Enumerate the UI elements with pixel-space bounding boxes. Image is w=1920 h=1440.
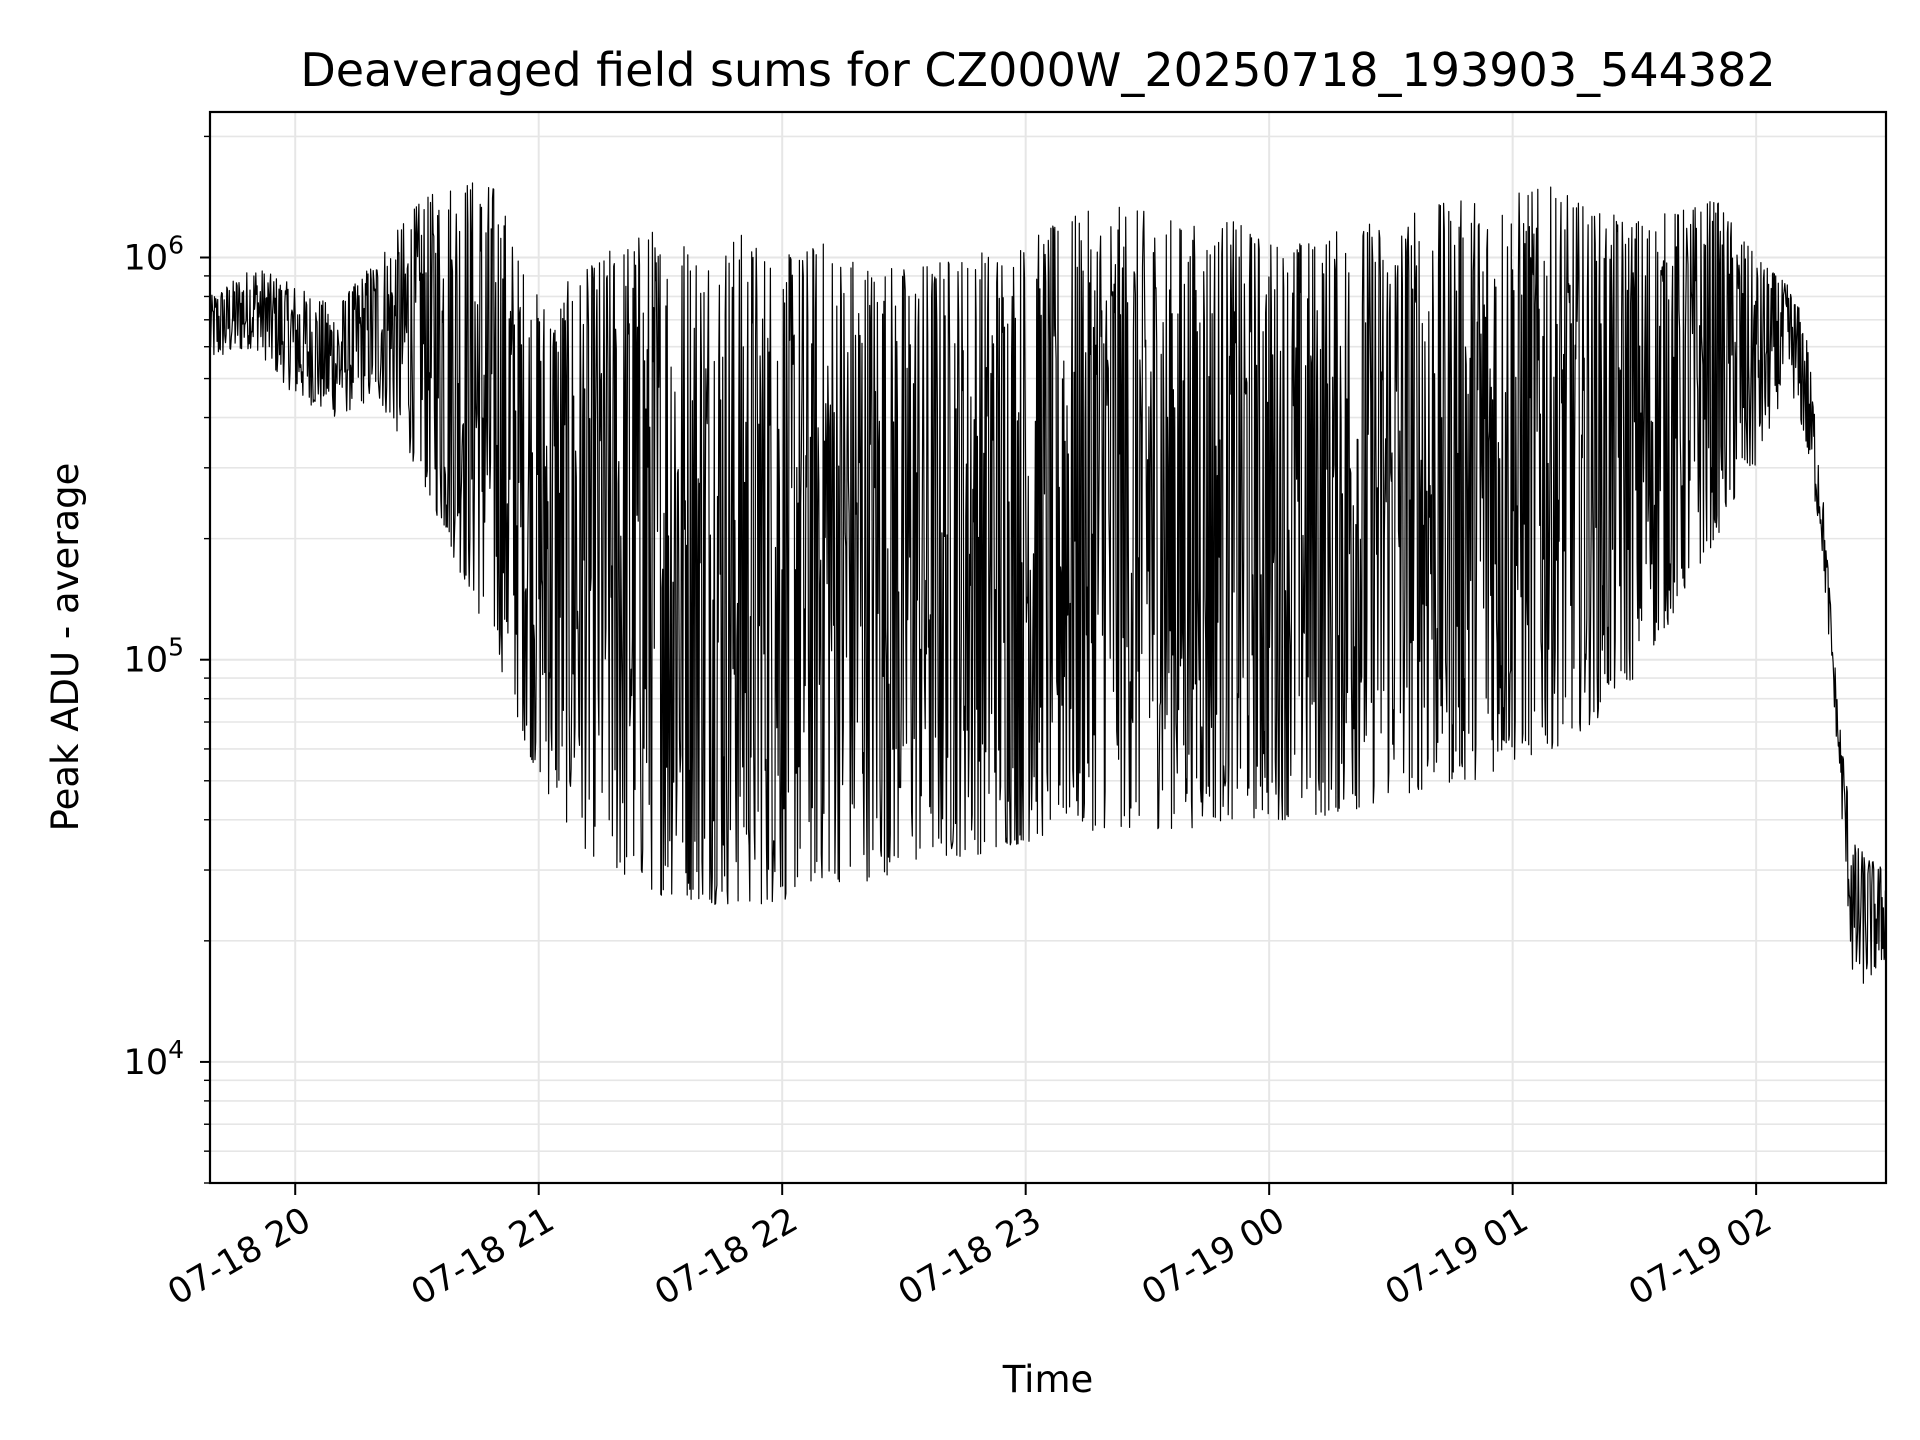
- x-axis: 07-18 20 07-18 21 07-18 22 07-18 23 07-19 00…: [161, 1183, 1779, 1313]
- x-tick-label: 07-18 23: [892, 1200, 1048, 1313]
- plot-frame: [208, 110, 1888, 1185]
- x-axis-label: Time: [1002, 1358, 1094, 1401]
- y-tick-label: 106: [124, 230, 184, 278]
- y-tick-label: 105: [124, 633, 184, 681]
- x-tick-label: 07-19 01: [1379, 1200, 1535, 1313]
- series-layer: [209, 182, 1887, 984]
- y-axis-label: Peak ADU - average: [44, 463, 87, 832]
- x-tick-label: 07-19 02: [1622, 1200, 1778, 1313]
- x-tick-label: 07-18 20: [161, 1200, 317, 1313]
- chart-title: Deaveraged field sums for CZ000W_2025071…: [300, 43, 1775, 97]
- x-tick-label: 07-18 22: [648, 1200, 804, 1313]
- y-axis: 104 105 106: [124, 135, 210, 1184]
- x-tick-label: 07-18 21: [405, 1200, 561, 1313]
- x-tick-label: 07-19 00: [1135, 1200, 1291, 1313]
- series-line: [209, 182, 1887, 984]
- y-tick-label: 104: [124, 1035, 184, 1083]
